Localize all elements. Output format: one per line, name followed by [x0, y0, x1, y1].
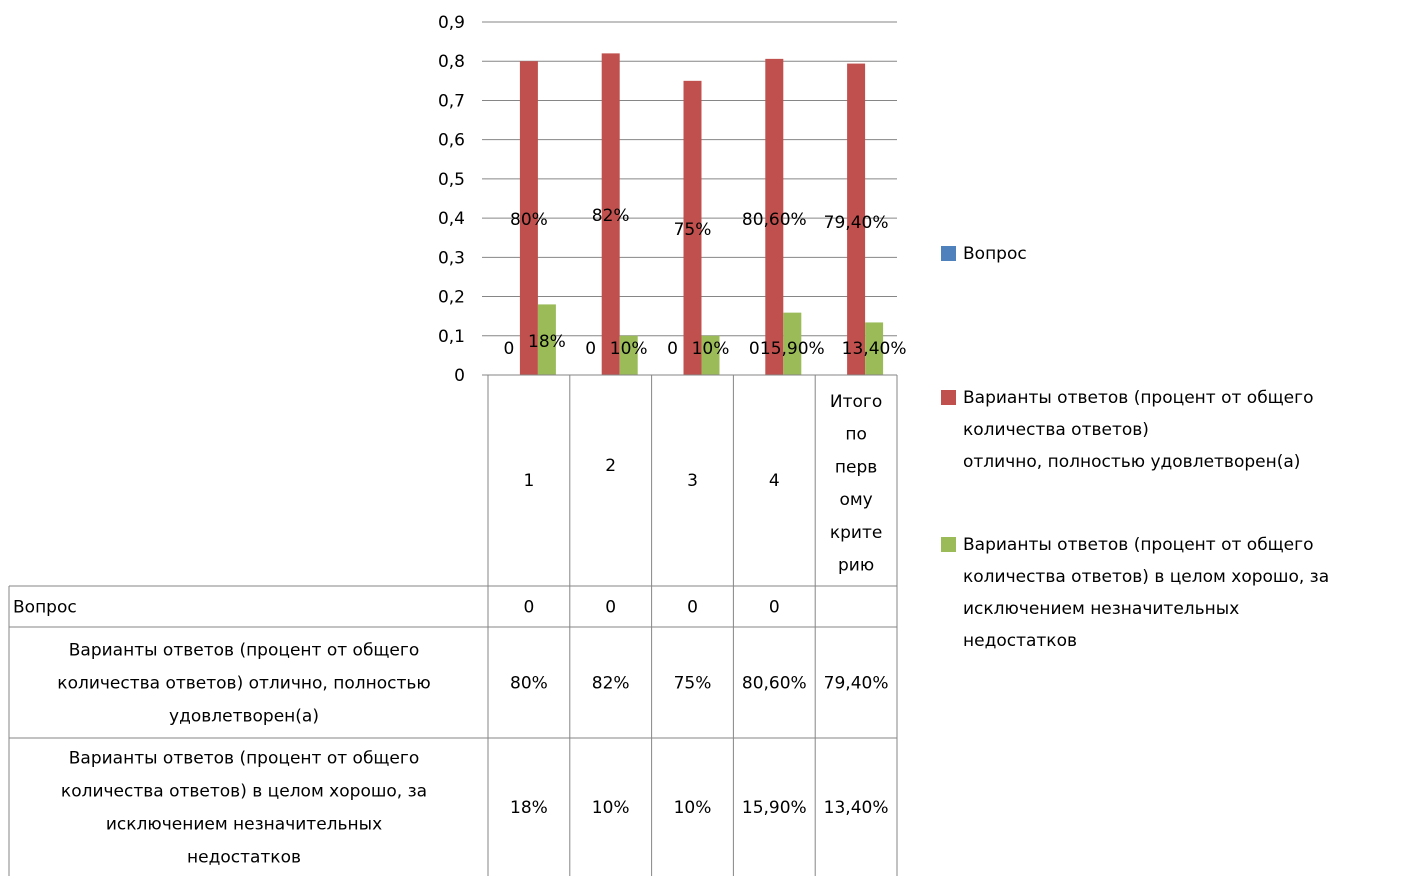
- table-cell-value: 0: [769, 598, 780, 618]
- bar-good-1: [537, 304, 556, 375]
- row-header-line: удовлетворен(а): [169, 707, 319, 727]
- data-label-excellent-3: 75%: [674, 220, 712, 240]
- category-label-total-line: Итого: [830, 392, 882, 412]
- bar-good-5: [865, 322, 884, 375]
- data-label-good-1: 18%: [528, 332, 566, 352]
- y-tick-label: 0: [454, 366, 465, 386]
- data-label-good-3: 10%: [692, 339, 730, 359]
- table-cell-value: 0: [523, 598, 534, 618]
- data-label-good-4: 15,90%: [760, 339, 825, 359]
- bar-excellent-1: [519, 61, 538, 375]
- data-label-question-3: 0: [667, 339, 678, 359]
- data-label-good-5: 13,40%: [842, 339, 907, 359]
- row-header-line: недостатков: [187, 848, 301, 868]
- table-cell-value: 75%: [674, 674, 712, 694]
- row-header-line: исключением незначительных: [106, 815, 382, 835]
- row-header-line: Варианты ответов (процент от общего: [69, 641, 419, 661]
- category-label-total-line: перв: [835, 457, 877, 477]
- legend-entry-line: Варианты ответов (процент от общего: [963, 535, 1313, 555]
- y-tick-label: 0,1: [438, 327, 465, 347]
- table-cell-value: 15,90%: [742, 798, 807, 818]
- row-header-line: количества ответов) в целом хорошо, за: [61, 782, 427, 802]
- table-cell-value: 82%: [592, 674, 630, 694]
- bar-excellent-4: [765, 58, 784, 375]
- category-label-4: 4: [769, 471, 780, 491]
- category-label-2: 2: [605, 456, 616, 476]
- data-label-excellent-1: 80%: [510, 210, 548, 230]
- legend-entry-line: количества ответов) в целом хорошо, за: [963, 567, 1329, 587]
- table-cell-value: 80,60%: [742, 674, 807, 694]
- data-label-question-2: 0: [585, 339, 596, 359]
- bar-good-4: [783, 312, 802, 375]
- y-tick-label: 0,3: [438, 248, 465, 268]
- category-label-1: 1: [523, 471, 534, 491]
- data-label-question-4: 0: [749, 339, 760, 359]
- table-cell-value: 18%: [510, 798, 548, 818]
- table-cell-value: 0: [687, 598, 698, 618]
- y-tick-label: 0,7: [438, 91, 465, 111]
- y-tick-label: 0,9: [438, 13, 465, 33]
- data-label-excellent-5: 79,40%: [824, 213, 889, 233]
- legend-entry-line: недостатков: [963, 631, 1077, 651]
- row-header-line: количества ответов) отлично, полностью: [57, 674, 430, 694]
- table-cell-value: 0: [605, 598, 616, 618]
- row-header-question: Вопрос: [13, 598, 77, 618]
- category-label-total-line: ому: [839, 490, 872, 510]
- table-cell-value: 10%: [592, 798, 630, 818]
- data-label-good-2: 10%: [610, 339, 648, 359]
- data-label-excellent-4: 80,60%: [742, 210, 807, 230]
- y-tick-label: 0,2: [438, 288, 465, 308]
- legend-entry-line: количества ответов): [963, 420, 1149, 440]
- bar-excellent-3: [683, 80, 702, 375]
- row-header-line: Варианты ответов (процент от общего: [69, 749, 419, 769]
- data-label-question-1: 0: [503, 339, 514, 359]
- y-tick-label: 0,5: [438, 170, 465, 190]
- y-tick-label: 0,4: [438, 209, 465, 229]
- legend-entry-line: Вопрос: [963, 244, 1027, 264]
- legend-entry-line: Варианты ответов (процент от общего: [963, 388, 1313, 408]
- bar-excellent-5: [847, 63, 866, 375]
- table-cell-value: 79,40%: [824, 674, 889, 694]
- legend-entry-line: отлично, полностью удовлетворен(а): [963, 452, 1300, 472]
- legend-swatch-3: [941, 537, 956, 552]
- legend-swatch-2: [941, 390, 956, 405]
- y-tick-label: 0,6: [438, 131, 465, 151]
- legend-entry-line: исключением незначительных: [963, 599, 1239, 619]
- bar-excellent-2: [601, 53, 620, 375]
- bar-good-2: [619, 335, 638, 375]
- category-label-3: 3: [687, 471, 698, 491]
- bar-good-3: [701, 335, 720, 375]
- table-cell-value: 13,40%: [824, 798, 889, 818]
- table-cell-value: 10%: [674, 798, 712, 818]
- category-label-total-line: рию: [838, 556, 874, 576]
- legend-swatch-1: [941, 246, 956, 261]
- category-label-total-line: крите: [830, 523, 882, 543]
- category-label-total-line: по: [845, 425, 867, 445]
- y-tick-label: 0,8: [438, 52, 465, 72]
- table-cell-value: 80%: [510, 674, 548, 694]
- data-label-excellent-2: 82%: [592, 206, 630, 226]
